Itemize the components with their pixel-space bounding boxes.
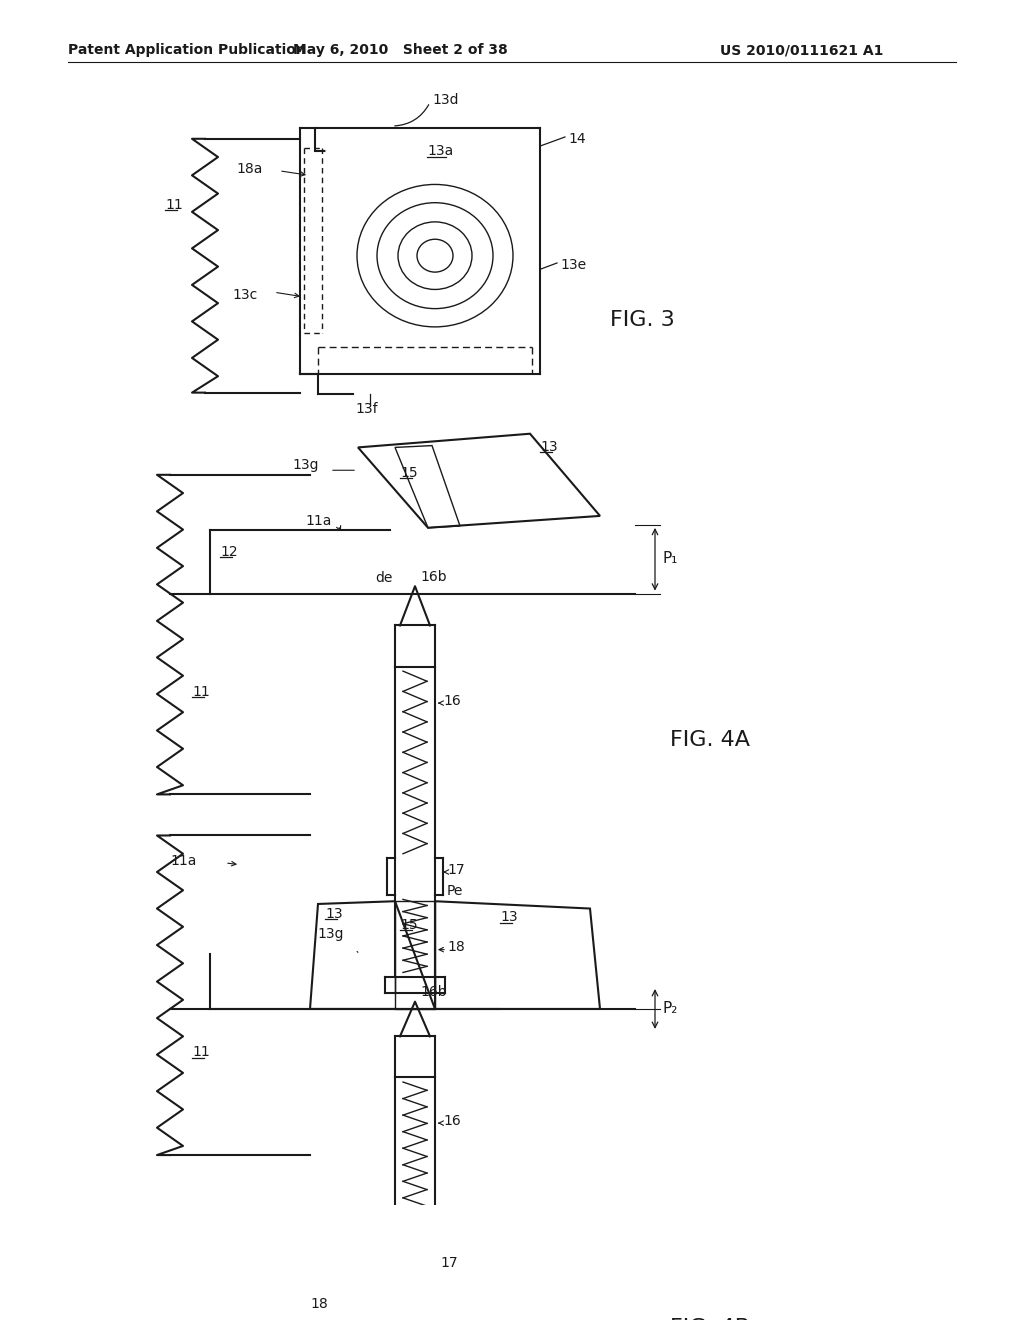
Text: 18: 18 <box>310 1296 328 1311</box>
Text: 13e: 13e <box>560 259 586 272</box>
Text: 11a: 11a <box>170 854 197 867</box>
Text: 16b: 16b <box>420 570 446 583</box>
Text: 11: 11 <box>165 198 182 213</box>
Text: 13: 13 <box>540 440 558 454</box>
Text: 11: 11 <box>193 685 210 698</box>
Text: 13f: 13f <box>355 401 378 416</box>
Text: 15: 15 <box>400 917 418 932</box>
Text: FIG. 3: FIG. 3 <box>610 310 675 330</box>
Text: 16: 16 <box>443 1114 461 1129</box>
Text: 17: 17 <box>440 1255 458 1270</box>
Text: 18a: 18a <box>236 161 262 176</box>
Text: 13: 13 <box>325 907 343 921</box>
Text: FIG. 4A: FIG. 4A <box>670 730 750 751</box>
Text: Pe: Pe <box>447 884 464 898</box>
Text: P₁: P₁ <box>662 552 677 566</box>
Text: US 2010/0111621 A1: US 2010/0111621 A1 <box>720 44 884 57</box>
Text: 14: 14 <box>568 132 586 147</box>
Text: 11: 11 <box>193 1045 210 1060</box>
Text: 13: 13 <box>500 911 517 924</box>
Text: 16: 16 <box>443 694 461 708</box>
Text: 13d: 13d <box>432 94 459 107</box>
Text: 17: 17 <box>447 863 465 876</box>
Text: 16b: 16b <box>420 985 446 999</box>
Text: P₂: P₂ <box>662 1002 677 1016</box>
Text: 13a: 13a <box>427 144 454 158</box>
Text: 13g: 13g <box>292 458 318 473</box>
Text: 15: 15 <box>400 466 418 479</box>
Text: 18: 18 <box>447 940 465 954</box>
Text: Patent Application Publication: Patent Application Publication <box>68 44 306 57</box>
Text: 13g: 13g <box>317 927 343 941</box>
Text: de: de <box>375 570 392 585</box>
Text: 11a: 11a <box>305 513 332 528</box>
Text: 13c: 13c <box>232 288 257 302</box>
Text: 12: 12 <box>220 545 238 560</box>
Text: May 6, 2010   Sheet 2 of 38: May 6, 2010 Sheet 2 of 38 <box>293 44 507 57</box>
Text: FIG. 4B: FIG. 4B <box>670 1317 750 1320</box>
